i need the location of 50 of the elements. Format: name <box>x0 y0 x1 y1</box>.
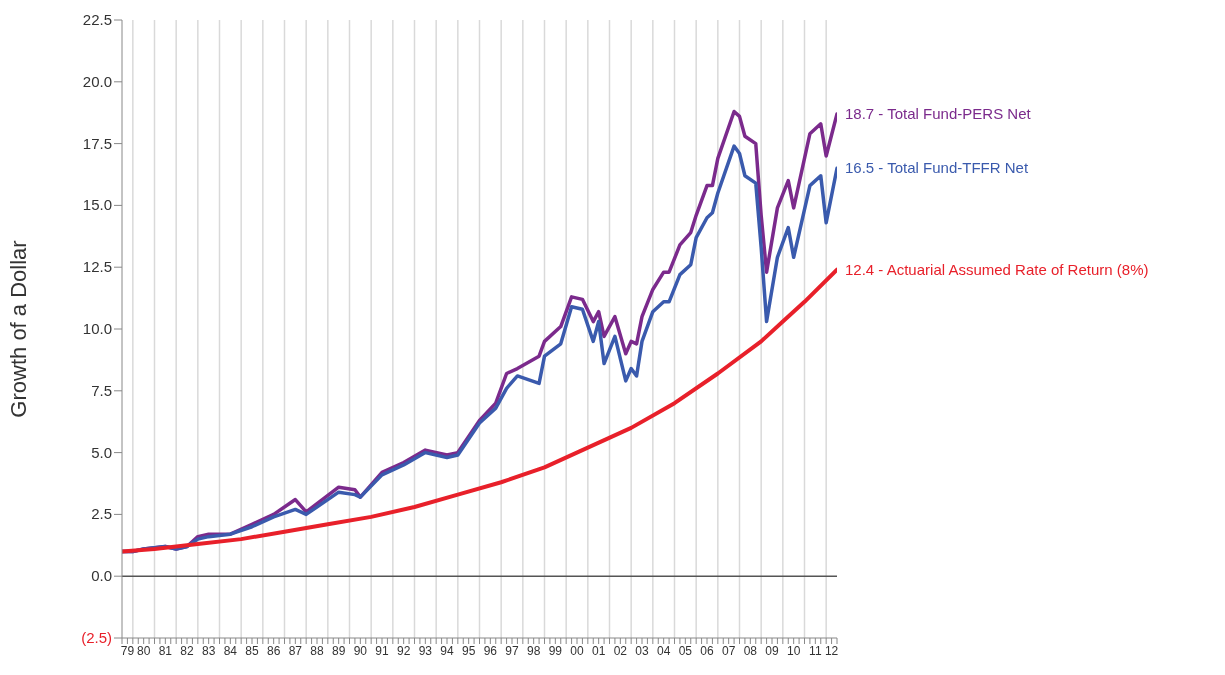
x-tick-label: 81 <box>158 643 173 658</box>
x-tick-label: 99 <box>548 643 563 658</box>
x-tick-label: 05 <box>678 643 693 658</box>
x-tick-label: 80 <box>136 643 151 658</box>
x-tick-label: 85 <box>245 643 259 658</box>
x-tick-label: 89 <box>331 643 346 658</box>
series-label: 18.7 - Total Fund-PERS Net <box>845 104 1032 122</box>
series-label: 12.4 - Actuarial Assumed Rate of Return (8%) <box>845 260 1149 278</box>
x-tick-label: 93 <box>418 643 433 658</box>
x-tick-label: 92 <box>396 643 411 658</box>
x-tick-label: 82 <box>180 643 194 658</box>
y-tick-label: 17.5 <box>82 134 112 152</box>
x-tick-label: 79 <box>120 643 135 658</box>
y-tick-label: 20.0 <box>82 72 112 90</box>
x-tick-label: 96 <box>483 643 498 658</box>
y-tick-label: 7.5 <box>91 381 112 399</box>
x-tick-label: 08 <box>743 643 758 658</box>
x-tick-label: 87 <box>288 643 303 658</box>
y-tick-label: 10.0 <box>82 320 112 337</box>
x-tick-label: 04 <box>656 643 671 658</box>
x-tick-label: 88 <box>310 643 324 658</box>
x-tick-label: 94 <box>440 643 454 658</box>
x-tick-label: 02 <box>613 643 628 658</box>
x-tick-label: 00 <box>570 643 584 658</box>
x-tick-label: 95 <box>461 643 476 658</box>
x-tick-label: 03 <box>635 643 649 658</box>
line-series <box>122 267 837 554</box>
y-tick-label: 0.0 <box>91 567 112 585</box>
x-tick-label: 10 <box>786 643 801 658</box>
y-tick-label: 2.5 <box>91 505 112 523</box>
x-tick-label: 06 <box>700 643 714 658</box>
y-tick-label: 15.0 <box>82 196 112 214</box>
y-tick-label: 5.0 <box>91 443 112 461</box>
y-tick-label: 22.5 <box>82 11 112 28</box>
x-tick-label: 97 <box>505 643 519 658</box>
x-tick-label: 98 <box>526 643 541 658</box>
x-tick-label: 09 <box>765 643 779 658</box>
x-tick-label: 83 <box>201 643 216 658</box>
y-axis-title: Growth of a Dollar <box>5 240 31 418</box>
x-tick-label: 01 <box>591 643 606 658</box>
y-tick-label: (2.5) <box>81 629 112 646</box>
x-tick-label: 07 <box>721 643 736 658</box>
y-tick-label: 12.5 <box>82 258 112 276</box>
x-tick-label: 86 <box>266 643 281 658</box>
x-tick-label: 12 <box>824 643 839 658</box>
x-tick-label: 11 <box>809 643 822 658</box>
series-label: 16.5 - Total Fund-TFFR Net <box>845 159 1029 177</box>
x-tick-label: 84 <box>223 643 238 658</box>
x-tick-label: 91 <box>375 643 389 658</box>
x-tick-label: 90 <box>353 643 368 658</box>
